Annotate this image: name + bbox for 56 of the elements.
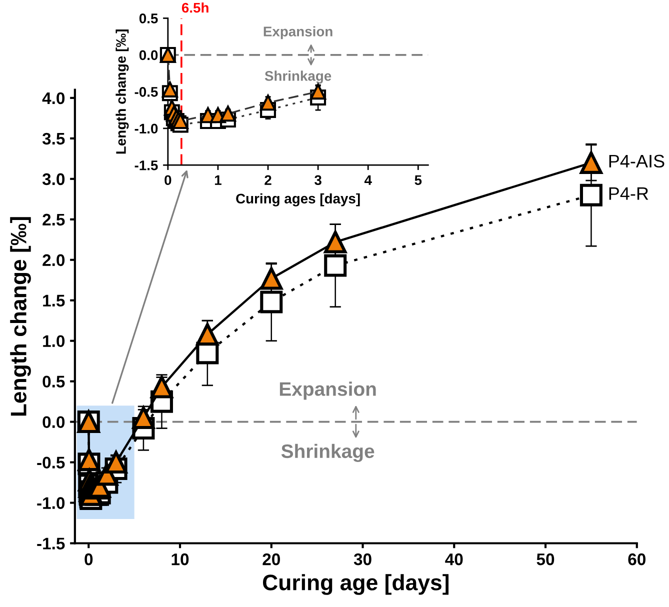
y-tick-label: 1.0 bbox=[43, 335, 65, 348]
y-axis-title: Length change [‰] bbox=[10, 217, 31, 416]
point bbox=[150, 376, 173, 398]
ref-line-label: 6.5h bbox=[182, 2, 208, 13]
x-tick-label: 60 bbox=[628, 553, 646, 566]
annotation: Expansion bbox=[264, 26, 332, 40]
annotation: Expansion bbox=[280, 382, 376, 400]
point bbox=[580, 151, 602, 174]
y-tick-label: 3.0 bbox=[42, 173, 65, 186]
y-tick-label: 2.5 bbox=[42, 214, 65, 226]
y-tick-label: 0.0 bbox=[42, 416, 65, 428]
x-axis-title: Curing age [days] bbox=[262, 574, 449, 595]
x-axis-title: Curing ages [days] bbox=[236, 193, 360, 206]
point bbox=[260, 267, 283, 290]
annotation: Shrinkage bbox=[281, 444, 374, 462]
x-tick-label: 50 bbox=[536, 553, 554, 566]
x-tick-label: 40 bbox=[445, 553, 463, 566]
y-tick-label: 2.0 bbox=[42, 254, 65, 266]
y-tick-label: -1.0 bbox=[37, 497, 65, 509]
y-tick-label: 3.5 bbox=[42, 132, 65, 145]
x-tick-label: 3 bbox=[314, 175, 322, 186]
point bbox=[580, 184, 602, 206]
point bbox=[260, 94, 276, 111]
y-axis-title: Length change [‰] bbox=[116, 30, 129, 154]
point bbox=[196, 323, 219, 346]
y-tick-label: -1.0 bbox=[134, 124, 158, 134]
point bbox=[104, 451, 128, 474]
x-tick-label: 5 bbox=[414, 175, 422, 186]
x-tick-label: 30 bbox=[354, 553, 372, 566]
x-tick-label: 0 bbox=[164, 175, 172, 186]
point bbox=[220, 106, 236, 122]
point bbox=[324, 230, 347, 254]
point bbox=[162, 81, 178, 98]
annotation: Shrinkage bbox=[264, 70, 332, 84]
y-tick-label: 0.0 bbox=[139, 50, 158, 60]
point bbox=[132, 406, 155, 430]
x-tick-label: 0 bbox=[84, 553, 93, 566]
x-tick-label: 1 bbox=[214, 175, 222, 185]
x-tick-label: 20 bbox=[262, 553, 280, 566]
y-tick-label: -1.5 bbox=[134, 160, 158, 170]
point bbox=[78, 448, 100, 472]
series-label: P4-AIS bbox=[609, 154, 664, 168]
point bbox=[310, 84, 326, 100]
x-tick-label: 4 bbox=[364, 175, 372, 185]
y-tick-label: -1.5 bbox=[37, 538, 65, 550]
y-tick-label: 0.5 bbox=[42, 376, 65, 388]
series-label: P4-R bbox=[609, 187, 648, 200]
point bbox=[324, 254, 347, 277]
point bbox=[260, 290, 283, 314]
y-tick-label: -0.5 bbox=[37, 456, 65, 468]
y-tick-label: 1.5 bbox=[43, 294, 65, 307]
x-tick-label: 2 bbox=[264, 175, 272, 185]
y-tick-label: 4.0 bbox=[42, 92, 65, 104]
y-tick-label: -0.5 bbox=[134, 86, 158, 97]
x-tick-label: 10 bbox=[172, 553, 189, 566]
y-tick-label: 0.5 bbox=[139, 14, 158, 24]
